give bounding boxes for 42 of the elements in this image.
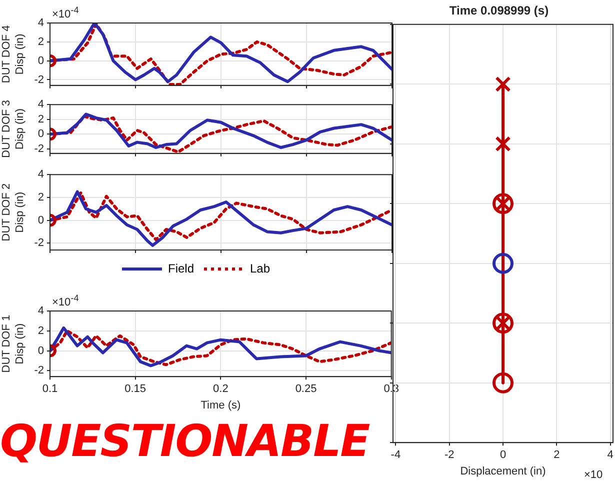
y-tick-label: 4 [38,168,44,181]
x-axis-title: Time (s) [200,399,241,412]
chart-title: Time 0.098999 (s) [449,4,549,18]
point [492,372,514,394]
y-tick-label: 2 [38,191,44,204]
y-tick-label: 4 [38,17,44,30]
y-tick-label: -2 [34,74,44,86]
x-tick-label: 4 [607,449,614,462]
point [495,136,511,152]
y-tick-label: 2 [38,113,44,126]
x-tick-label: 0.2 [213,383,228,396]
y-tick-label: 4 [38,98,44,111]
x-axis-title: Displacement (in) [460,465,546,478]
y-tick-label: 4 [38,305,44,318]
x-tick-label: -2 [444,449,454,462]
y-tick-label: 0 [38,344,44,357]
point [495,76,511,92]
y-axis-title: DUT DOF 2 Disp (in) [0,183,26,242]
y-tick-label: 2 [38,36,44,48]
y-tick-label: -2 [34,237,44,250]
x-tick-label: -4 [390,449,401,462]
legend-label: Lab [250,261,270,276]
x-tick-label: 0.1 [42,383,58,396]
y-tick-label: 0 [38,214,44,226]
y-tick-label: -2 [34,142,44,155]
y-axis-title: DUT DOF 4 Disp (in) [0,25,26,84]
y-axis-title: DUT DOF 1 Disp (in) [0,314,26,373]
x-tick-label: 2 [554,449,560,462]
text: ×10$^{-4}$ [52,293,79,309]
y-tick-label: 0 [38,54,44,67]
y-tick-label: -2 [34,364,44,377]
x-tick-label: 0.15 [124,383,146,396]
y-axis-title: DUT DOF 3 Disp (in) [0,100,26,158]
x-tick-label: 0 [500,449,506,462]
x-tick-label: 0.25 [295,383,317,396]
text: ×10 [584,469,603,481]
point [492,252,514,274]
y-tick-label: 0 [38,128,44,140]
text: QUESTIONABLE [0,416,370,467]
y-tick-label: 2 [38,324,44,337]
legend-label: Field [168,261,194,276]
text: ×10$^{-4}$ [52,5,79,21]
